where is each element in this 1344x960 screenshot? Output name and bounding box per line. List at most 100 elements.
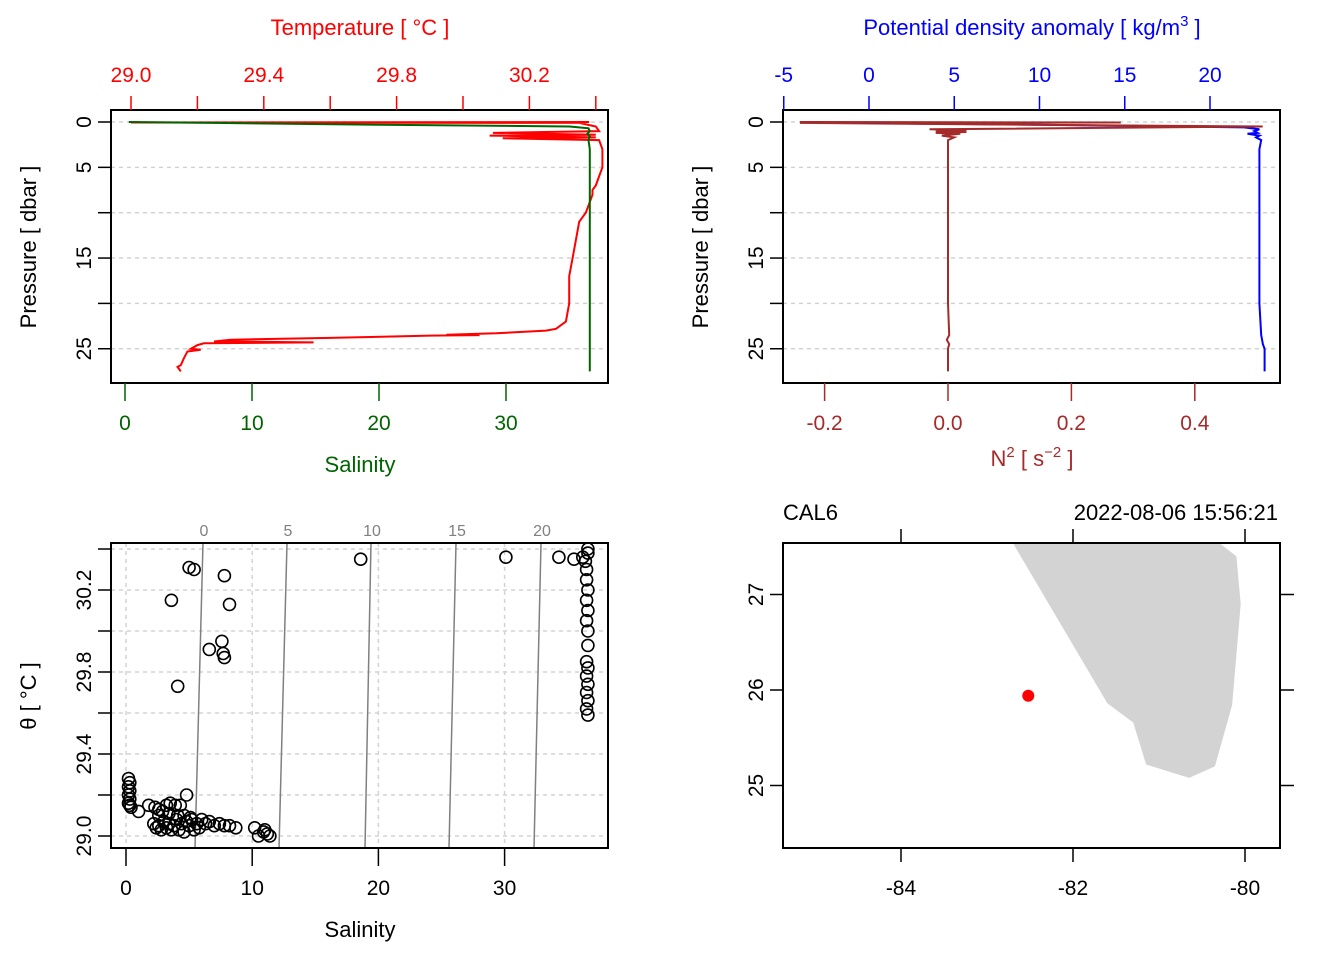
station <box>1022 689 1035 702</box>
ts-point <box>579 685 594 700</box>
y-tick-label: 5 <box>73 162 96 174</box>
isopycnal-label: 0 <box>200 523 209 540</box>
ts-point <box>222 818 237 833</box>
ts-point <box>552 550 566 565</box>
theta-tick-label: 29.8 <box>73 652 96 693</box>
temperature-tick-label: 29.8 <box>376 64 417 87</box>
density-title-base: Potential density anomaly [ kg/m <box>863 15 1180 40</box>
isopycnal-line <box>448 542 457 849</box>
n2-tick-label: 0.2 <box>1057 412 1086 435</box>
ts-point <box>177 808 191 823</box>
ts-point <box>202 642 217 657</box>
plot-frame <box>110 542 609 849</box>
isopycnals: 0 5 10 15 20 <box>194 523 551 849</box>
n2-axis-title: N2 [ s−2 ] <box>991 444 1074 471</box>
ts-point <box>162 806 176 821</box>
density-tick-label: -5 <box>774 64 793 87</box>
ts-point <box>152 808 166 823</box>
map-axes: -84 -82 -80 25 26 27 <box>745 529 1294 900</box>
y-tick-label: 25 <box>73 337 96 360</box>
ts-point <box>579 613 594 628</box>
salinity-tick-label: 0 <box>119 412 131 435</box>
ts-point <box>581 638 595 653</box>
ts-point <box>499 550 513 565</box>
ts-point <box>579 593 594 608</box>
profile-lines <box>128 121 604 372</box>
ts-point <box>229 820 243 835</box>
grid <box>783 121 1280 350</box>
theta-tick-label: 30.2 <box>73 570 96 611</box>
panel-ts-diagram: 0 5 10 15 20 0 10 20 30 29.0 29.4 29.8 30.2 Salini… <box>16 523 609 942</box>
y-tick-label: 25 <box>745 337 768 360</box>
station-datetime: 2022-08-06 15:56:21 <box>1074 500 1278 525</box>
ts-point <box>247 820 262 835</box>
density-tick-label: 5 <box>948 64 960 87</box>
ts-point <box>217 568 232 583</box>
theta-axis-title: θ [ °C ] <box>16 662 41 729</box>
ts-point <box>581 546 595 560</box>
density-tick-label: 10 <box>1028 64 1051 87</box>
density-title-end: ] <box>1188 15 1200 40</box>
y-tick-label: 0 <box>745 116 768 128</box>
ts-point <box>581 583 595 597</box>
ts-point <box>579 572 594 587</box>
ts-point <box>581 603 595 618</box>
ts-point <box>131 804 146 819</box>
n2-title-end: ] <box>1061 446 1073 471</box>
salinity-tick-label: 10 <box>241 877 264 900</box>
ts-point <box>567 552 581 567</box>
density-tick-label: 20 <box>1198 64 1221 87</box>
salinity-tick-label: 20 <box>367 412 390 435</box>
ts-point <box>579 702 594 716</box>
ts-point <box>179 788 194 802</box>
theta-tick-label: 29.0 <box>73 816 96 857</box>
pressure-axis: 0 5 15 25 <box>745 116 783 360</box>
temperature-tick-label: 30.2 <box>509 64 550 87</box>
pressure-axis-title: Pressure [ dbar ] <box>16 166 41 329</box>
theta-axis: 29.0 29.4 29.8 30.2 <box>73 548 111 857</box>
y-tick-label: 15 <box>73 246 96 269</box>
n2-axis: -0.2 0.0 0.2 0.4 <box>807 383 1210 435</box>
isopycnal-label: 5 <box>284 523 293 540</box>
ts-point <box>353 552 368 567</box>
longitude-tick-label: -84 <box>886 877 917 900</box>
ts-point <box>187 562 201 577</box>
ts-point <box>581 624 595 638</box>
n2-title-sup: 2 <box>1006 444 1014 461</box>
y-tick-label: 5 <box>745 162 768 174</box>
density-tick-label: 0 <box>863 64 875 87</box>
ts-point <box>183 810 198 825</box>
ts-point <box>579 562 594 577</box>
density-axis: -5 0 5 10 15 20 <box>774 64 1222 110</box>
isopycnal-label: 20 <box>533 523 551 540</box>
density-axis-title: Potential density anomaly [ kg/m3 ] <box>863 13 1200 40</box>
panel-station-map: -84 -82 -80 25 26 27 CAL6 2022-08-06 15:56:21 <box>745 500 1294 900</box>
isopycnal-label: 10 <box>363 523 381 540</box>
latitude-tick-label: 26 <box>745 678 768 701</box>
density-title-sup: 3 <box>1180 13 1188 30</box>
series-line-salinity <box>128 121 591 372</box>
ts-point <box>170 808 185 823</box>
salinity-tick-label: 0 <box>120 877 132 900</box>
temperature-tick-label: 29.4 <box>243 64 284 87</box>
longitude-tick-label: -80 <box>1230 877 1260 900</box>
ts-point <box>222 597 237 612</box>
ts-point <box>579 669 594 683</box>
salinity-axis: 0 10 20 30 <box>120 848 516 900</box>
pressure-axis: 0 5 15 25 <box>73 116 111 360</box>
latitude-tick-label: 27 <box>745 583 768 606</box>
ts-point <box>164 593 179 608</box>
salinity-tick-label: 30 <box>493 877 516 900</box>
ts-point <box>155 804 170 819</box>
land-polygon <box>1012 543 1241 778</box>
n2-tick-label: 0.0 <box>933 412 962 435</box>
station-name: CAL6 <box>783 500 838 525</box>
profile-lines <box>799 121 1266 372</box>
pressure-axis-title: Pressure [ dbar ] <box>688 166 713 329</box>
ts-point <box>579 654 594 669</box>
isopycnal-label: 15 <box>448 523 466 540</box>
isopycnal-line <box>194 542 204 849</box>
salinity-axis: 0 10 20 30 <box>119 383 518 435</box>
series-line-temperature <box>130 121 604 372</box>
